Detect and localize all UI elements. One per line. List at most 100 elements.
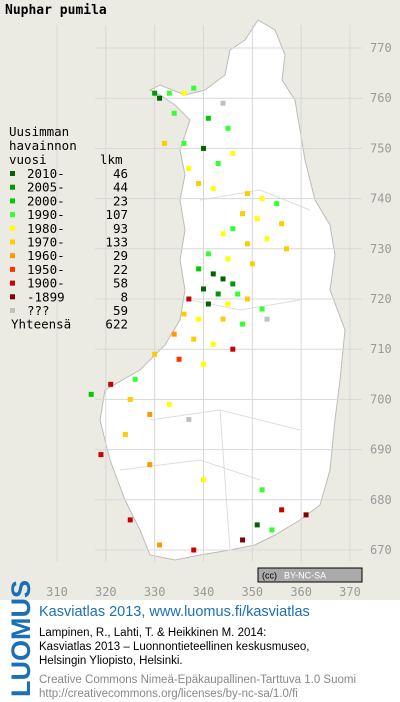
occurrence-square [201,477,206,483]
legend-count: 107 [105,207,128,222]
x-tick-label: 310 [46,585,68,599]
headline: Kasviatlas 2013, www.luomus.fi/kasviatla… [39,604,310,620]
legend-label: 1960- [27,248,65,263]
legend-label: ??? [27,303,50,318]
occurrence-square [98,452,104,458]
legend-swatch [10,294,15,300]
legend-heading: havainnon [9,138,77,153]
occurrence-square [161,140,167,146]
legend-label: 1990- [27,207,65,222]
legend-swatch [10,253,15,259]
legend-swatch [10,184,15,190]
license-line: Creative Commons Nimeä-Epäkaupallinen-Ta… [39,674,356,686]
occurrence-square [191,547,197,553]
occurrence-square [147,462,153,468]
grid [56,25,362,562]
x-tick-label: 370 [339,585,361,599]
occurrence-square [274,201,280,207]
occurrence-square [259,487,265,493]
occurrence-square [240,537,246,543]
y-tick-label: 670 [370,543,392,557]
occurrence-square [122,432,128,438]
y-tick-label: 690 [370,443,392,457]
occurrence-square [201,361,206,367]
occurrence-square [157,95,163,101]
occurrence-square [225,301,231,307]
occurrence-square [210,341,216,347]
occurrence-square [191,336,197,342]
legend-count: 8 [120,289,128,304]
legend-count: 133 [105,235,128,250]
legend-count: 58 [113,276,128,291]
y-tick-label: 740 [370,192,392,206]
license-line: http://creativecommons.org/licenses/by-n… [39,688,298,700]
legend-label: 2000- [27,193,65,208]
occurrence-square [88,391,94,397]
occurrence-square [259,196,265,202]
legend-swatch [10,171,15,176]
x-tick-label: 360 [290,585,312,599]
occurrence-square [220,231,226,237]
occurrence-square [147,411,153,417]
legend-swatch [10,280,15,286]
brand: LUOMUS [6,580,36,697]
y-tick-label: 770 [370,41,392,55]
occurrence-square [215,160,221,166]
occurrence-square [196,316,202,322]
occurrence-square [230,346,236,352]
occurrence-square [171,331,177,337]
occurrence-square [230,281,236,287]
occurrence-square [259,306,265,312]
occurrence-square [240,211,246,217]
legend-count: 23 [113,193,128,208]
occurrence-square [230,226,236,232]
occurrence-square [230,150,236,156]
title: Nuphar pumila [5,3,107,18]
occurrence-square [166,90,172,96]
country-outline [99,19,346,561]
legend-count-heading: lkm [100,152,123,167]
legend-swatch [10,212,15,218]
legend-count: 44 [113,180,128,195]
cc-icon: (cc) [262,571,277,581]
legend-swatch [10,266,15,272]
occurrence-square [157,542,163,548]
occurrence-square [108,381,114,387]
occurrence-square [166,401,172,407]
occurrence-square [181,311,187,317]
x-tick-label: 330 [144,585,166,599]
occurrence-square [244,191,250,197]
occurrence-square [171,110,177,116]
region-borders [119,189,311,551]
occurrence-square [244,296,250,302]
occurrence-square [220,276,226,282]
occurrence-square [181,140,187,146]
occurrence-square [196,181,202,187]
occurrence-square [249,261,255,267]
y-tick-label: 720 [370,292,392,306]
occurrence-square [186,416,192,422]
occurrence-square [205,301,211,307]
legend-total-label: Yhteensä [11,317,71,332]
occurrence-square [205,251,211,257]
legend-label: 1900- [27,276,65,291]
legend-heading: vuosi [9,152,47,167]
occurrence-square [303,512,309,518]
legend-count: 93 [113,221,128,236]
x-tick-label: 320 [95,585,117,599]
occurrence-square [127,396,133,402]
cc-text: BY-NC-SA [284,571,326,581]
y-tick-label: 710 [370,342,392,356]
occurrence-square [152,90,158,96]
legend-swatch [10,225,15,231]
legend-count: 29 [113,248,128,263]
occurrence-square [269,527,275,533]
occurrence-square [186,165,192,171]
occurrence-square [244,241,250,247]
citation-line: Kasviatlas 2013 – Luonnontieteellinen ke… [39,641,309,653]
occurrence-square [196,266,202,272]
occurrence-square [205,115,211,121]
occurrence-square [215,291,221,297]
cc-badge-box [257,567,363,583]
